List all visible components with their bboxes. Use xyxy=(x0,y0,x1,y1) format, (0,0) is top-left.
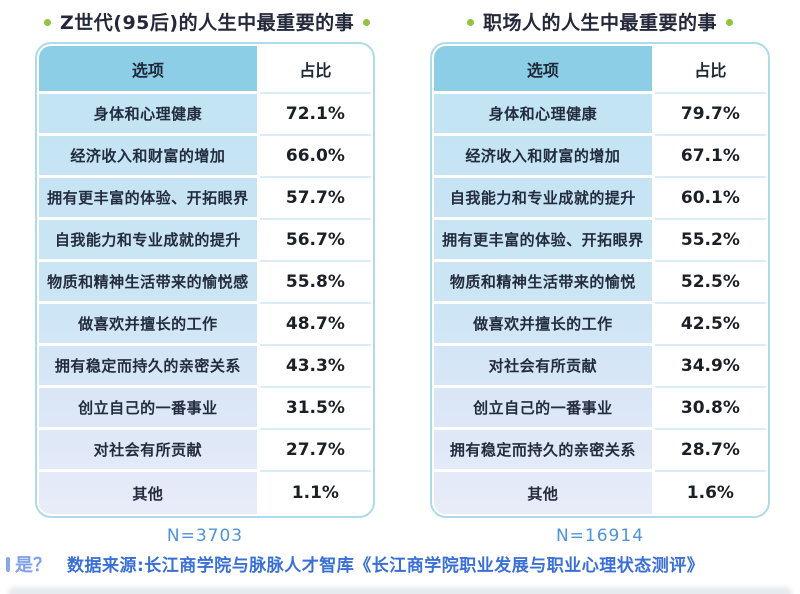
percent-cell: 66.0% xyxy=(259,136,371,178)
table-header-row: 选项 占比 xyxy=(39,46,371,94)
title-dot-right-icon xyxy=(363,18,371,26)
panel-title-text: 职场人的人生中最重要的事 xyxy=(482,12,717,34)
cutoff-text-fragment xyxy=(6,556,10,572)
panel-professionals: 职场人的人生中最重要的事 选项 占比 身体和心理健康 经济收入和财富的增加 自我能力… xyxy=(430,8,770,546)
table-body: 身体和心理健康 经济收入和财富的增加 自我能力和专业成就的提升 拥有更丰富的体验、开拓… xyxy=(434,94,766,514)
percent-cell: 72.1% xyxy=(259,94,371,136)
option-cell: 做喜欢并擅长的工作 xyxy=(39,304,257,346)
percent-cell: 28.7% xyxy=(654,430,766,472)
data-table-professionals: 选项 占比 身体和心理健康 经济收入和财富的增加 自我能力和专业成就的提升 拥有更丰富… xyxy=(430,42,770,518)
panel-title-professionals: 职场人的人生中最重要的事 xyxy=(430,8,770,38)
column-header-option: 选项 xyxy=(39,46,260,94)
sample-size-label-professionals: N=16914 xyxy=(555,526,645,546)
option-cell: 对社会有所贡献 xyxy=(434,346,652,388)
table-body: 身体和心理健康 经济收入和财富的增加 拥有更丰富的体验、开拓眼界 自我能力和专业成就的… xyxy=(39,94,371,514)
partial-question-text: 是？ xyxy=(15,555,51,576)
percent-cell: 1.6% xyxy=(686,483,734,503)
percent-cell: 52.5% xyxy=(654,262,766,304)
option-cell: 拥有稳定而持久的亲密关系 xyxy=(434,430,652,472)
percent-cell: 43.3% xyxy=(259,346,371,388)
percent-cell: 57.7% xyxy=(259,178,371,220)
percent-cell: 48.7% xyxy=(259,304,371,346)
footer: 是？ 数据来源:长江商学院与脉脉人才智库《长江商学院职业发展与职业心理状态测评》 xyxy=(6,551,796,577)
sample-size-label-genz: N=3703 xyxy=(166,526,244,546)
percent-column: 79.7% 67.1% 60.1% 55.2% 52.5% 42.5% 34.9% 30.8%… xyxy=(654,94,766,514)
option-cell: 做喜欢并擅长的工作 xyxy=(434,304,652,346)
option-cell: 经济收入和财富的增加 xyxy=(39,136,257,178)
option-cell: 物质和精神生活带来的愉悦感 xyxy=(39,262,257,304)
percent-cell: 56.7% xyxy=(259,220,371,262)
option-cell: 拥有更丰富的体验、开拓眼界 xyxy=(39,178,257,220)
column-header-percent: 占比 xyxy=(654,46,766,94)
option-cell: 物质和精神生活带来的愉悦 xyxy=(434,262,652,304)
percent-cell: 55.8% xyxy=(259,262,371,304)
percent-cell: 27.7% xyxy=(259,430,371,472)
percent-column: 72.1% 66.0% 57.7% 56.7% 55.8% 48.7% 43.3% 31.5%… xyxy=(259,94,371,514)
panel-genz: Z世代(95后)的人生中最重要的事 选项 占比 身体和心理健康 经济收入和财富的增… xyxy=(35,8,375,546)
panel-title-text: Z世代(95后)的人生中最重要的事 xyxy=(60,12,355,34)
percent-cell: 79.7% xyxy=(654,94,766,136)
option-cell: 身体和心理健康 xyxy=(39,94,257,136)
option-cell: 其他 xyxy=(132,484,164,503)
percent-cell: 34.9% xyxy=(654,346,766,388)
option-cell: 经济收入和财富的增加 xyxy=(434,136,652,178)
panel-title-genz: Z世代(95后)的人生中最重要的事 xyxy=(35,8,375,38)
percent-cell: 30.8% xyxy=(654,388,766,430)
option-cell: 其他 xyxy=(527,484,559,503)
option-cell: 自我能力和专业成就的提升 xyxy=(39,220,257,262)
percent-cell: 1.1% xyxy=(291,483,339,503)
option-column: 身体和心理健康 经济收入和财富的增加 自我能力和专业成就的提升 拥有更丰富的体验、开拓… xyxy=(434,94,655,514)
percent-cell: 55.2% xyxy=(654,220,766,262)
column-header-option: 选项 xyxy=(434,46,655,94)
option-cell: 拥有稳定而持久的亲密关系 xyxy=(39,346,257,388)
option-column: 身体和心理健康 经济收入和财富的增加 拥有更丰富的体验、开拓眼界 自我能力和专业成就的… xyxy=(39,94,260,514)
option-cell: 创立自己的一番事业 xyxy=(39,388,257,430)
option-cell: 拥有更丰富的体验、开拓眼界 xyxy=(434,220,652,262)
table-header-row: 选项 占比 xyxy=(434,46,766,94)
cutoff-bottom-band xyxy=(8,587,792,594)
column-header-percent: 占比 xyxy=(259,46,371,94)
option-cell: 自我能力和专业成就的提升 xyxy=(434,178,652,220)
option-cell: 身体和心理健康 xyxy=(434,94,652,136)
option-cell: 对社会有所贡献 xyxy=(39,430,257,472)
percent-cell: 31.5% xyxy=(259,388,371,430)
title-dot-left-icon xyxy=(44,18,51,26)
data-table-genz: 选项 占比 身体和心理健康 经济收入和财富的增加 拥有更丰富的体验、开拓眼界 自我能力… xyxy=(35,42,375,518)
title-dot-left-icon xyxy=(466,18,474,26)
percent-cell: 67.1% xyxy=(654,136,766,178)
title-dot-right-icon xyxy=(726,18,733,26)
percent-cell: 60.1% xyxy=(654,178,766,220)
data-source-text: 数据来源:长江商学院与脉脉人才智库《长江商学院职业发展与职业心理状态测评》 xyxy=(67,556,705,576)
option-cell: 创立自己的一番事业 xyxy=(434,388,652,430)
percent-cell: 42.5% xyxy=(654,304,766,346)
